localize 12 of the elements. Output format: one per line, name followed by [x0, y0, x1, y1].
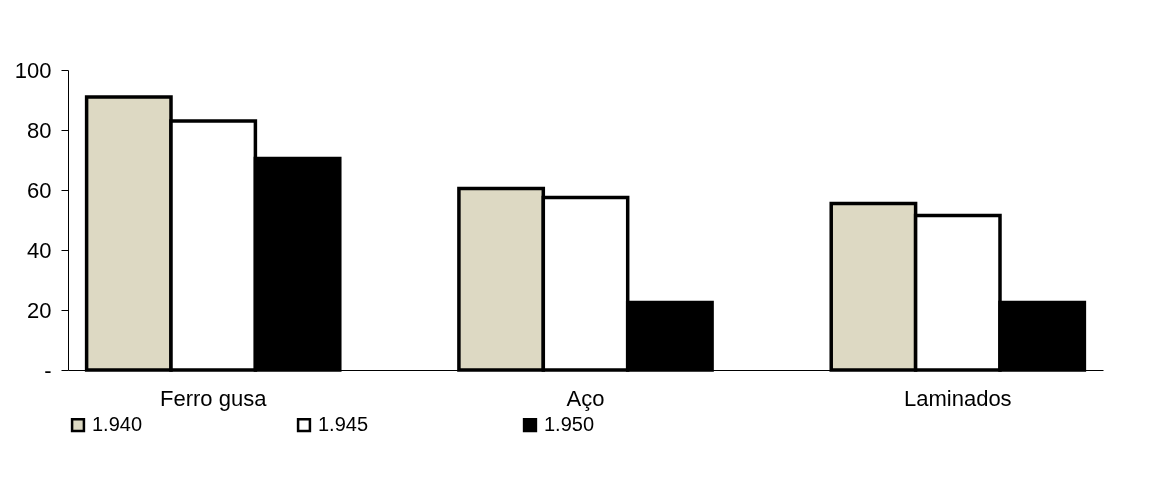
- x-tick-label: Aço: [566, 385, 605, 411]
- y-tick-label: 100: [14, 57, 52, 83]
- y-tick-label: 40: [27, 237, 52, 263]
- y-tick-label: 80: [27, 117, 52, 143]
- y-tick-label: 60: [27, 177, 52, 203]
- x-tick-label: Ferro gusa: [160, 385, 268, 411]
- legend-label: 1.950: [544, 413, 595, 436]
- x-tick-label: Laminados: [903, 385, 1012, 411]
- y-tick-label: 20: [27, 297, 52, 323]
- legend-label: 1.940: [92, 413, 143, 436]
- legend-label: 1.945: [318, 413, 369, 436]
- y-tick-label: -: [44, 357, 52, 383]
